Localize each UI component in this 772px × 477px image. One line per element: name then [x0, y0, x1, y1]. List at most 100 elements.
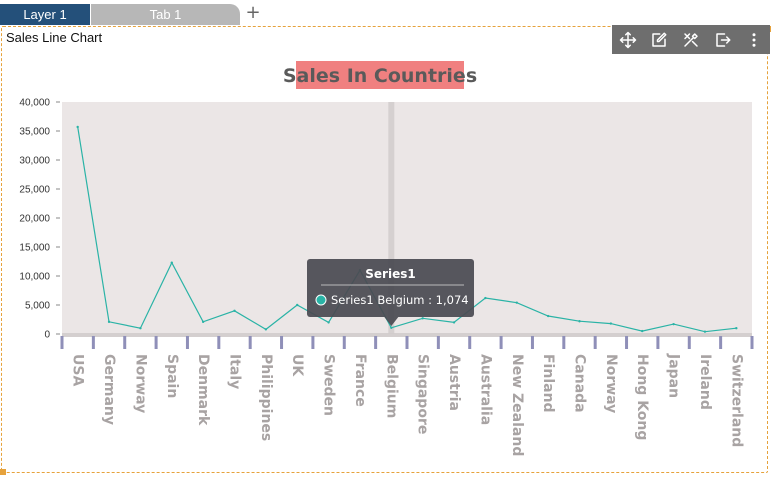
x-tick-mark: [91, 336, 95, 349]
x-tick-label: New Zealand: [509, 354, 525, 456]
x-tick-mark: [280, 336, 284, 349]
x-tick-mark: [719, 336, 723, 349]
move-button[interactable]: [617, 29, 639, 51]
data-point: [452, 321, 456, 324]
y-tick-label: 5,000: [25, 301, 50, 312]
y-tick-label: 15,000: [19, 243, 50, 254]
data-point: [484, 296, 487, 300]
tab-bar: Layer 1 Tab 1 +: [0, 0, 772, 26]
x-tick-label: France: [352, 354, 368, 407]
x-tick-mark: [248, 336, 252, 349]
series-line: [77, 126, 737, 333]
x-tick-label: Denmark: [195, 354, 211, 426]
x-tick-mark: [154, 336, 158, 349]
y-tick-label: 25,000: [19, 185, 50, 196]
x-tick-label: Austria: [446, 354, 462, 411]
more-icon: [752, 32, 756, 47]
tooltip-series-marker: [315, 294, 327, 306]
x-tick-mark: [123, 336, 127, 349]
data-point: [515, 301, 518, 304]
data-point: [609, 322, 613, 325]
tab-1[interactable]: Tab 1: [91, 4, 240, 25]
x-tick-mark: [436, 336, 440, 349]
line-chart: Sales In Countries 0 5,000 10,000 15,000 20,…: [19, 61, 754, 456]
x-tick-label: Hong Kong: [634, 354, 650, 440]
x-tick-mark: [562, 336, 566, 349]
x-tick-mark: [625, 336, 629, 349]
resize-handle[interactable]: [0, 469, 6, 475]
x-tick-mark: [405, 336, 409, 349]
x-tick-label: Italy: [227, 354, 243, 389]
data-point: [296, 303, 299, 307]
x-tick-label: Australia: [477, 354, 493, 425]
x-tick-label: Switzerland: [728, 354, 744, 447]
tooltip-layer: Series1 Series1 Belgium : 1,074: [307, 259, 474, 326]
widget-toolbar: [612, 25, 770, 54]
tooltip-text: Series1 Belgium : 1,074: [331, 293, 469, 307]
x-tick-label: Belgium: [383, 354, 399, 418]
tools-icon: [684, 32, 698, 47]
data-point: [139, 327, 142, 330]
x-tick-label: Norway: [603, 354, 619, 413]
x-tick-label: Ireland: [697, 354, 713, 410]
hover-guide: [388, 102, 395, 334]
x-tick-label: Finland: [540, 354, 556, 413]
data-point: [672, 322, 675, 326]
chart-title: Sales In Countries: [283, 65, 477, 87]
data-point: [233, 309, 236, 312]
x-tick-mark: [342, 336, 346, 349]
data-point: [421, 317, 424, 320]
x-tick-label: Singapore: [415, 354, 431, 434]
data-point: [546, 314, 550, 318]
x-tick-mark: [499, 336, 503, 349]
x-tick-label: UK: [289, 354, 305, 377]
y-axis: 0 5,000 10,000 15,000 20,000 25,000 30,000 35,0…: [19, 98, 60, 341]
tooltip-title: Series1: [365, 267, 415, 281]
data-point: [578, 320, 581, 323]
x-tick-mark: [185, 336, 189, 349]
x-tick-mark: [60, 336, 64, 349]
edit-button[interactable]: [648, 29, 670, 51]
y-tick-label: 30,000: [19, 156, 50, 167]
x-tick-mark: [656, 336, 660, 349]
export-button[interactable]: [712, 29, 734, 51]
data-point: [76, 125, 79, 129]
widget-title: Sales Line Chart: [6, 30, 103, 45]
x-tick-mark: [217, 336, 221, 349]
x-axis: USA Germany Norway Spain Denmark Italy Philipp…: [60, 336, 754, 456]
x-tick-label: Germany: [101, 354, 117, 425]
tooltip-pointer: [384, 317, 399, 326]
data-point: [390, 326, 393, 329]
y-tick-label: 40,000: [19, 98, 50, 109]
settings-button[interactable]: [680, 29, 702, 51]
x-tick-mark: [593, 336, 597, 349]
tab-layer-1[interactable]: Layer 1: [0, 4, 90, 25]
y-tick-label: 10,000: [19, 272, 50, 283]
more-button[interactable]: [743, 29, 765, 51]
x-tick-mark: [311, 336, 315, 349]
x-tick-mark: [374, 336, 378, 349]
data-point: [264, 328, 268, 331]
data-point: [703, 330, 707, 333]
x-tick-mark: [687, 336, 691, 349]
x-tick-mark: [530, 336, 534, 349]
move-icon: [619, 31, 637, 48]
export-icon: [715, 32, 731, 47]
y-tick-label: 0: [44, 330, 50, 341]
x-tick-label: Sweden: [321, 354, 337, 416]
x-tick-mark: [750, 336, 754, 349]
data-point: [641, 329, 644, 333]
data-point: [170, 261, 173, 264]
chart-title-background: [296, 61, 464, 89]
data-point: [107, 320, 111, 324]
baseline-band: [62, 333, 752, 337]
x-tick-label: Norway: [132, 354, 148, 413]
x-tick-mark: [468, 336, 472, 349]
x-tick-label: Spain: [164, 354, 180, 398]
data-point: [201, 320, 205, 324]
x-tick-label: Japan: [666, 353, 682, 398]
x-tick-label: Canada: [572, 354, 588, 413]
add-tab-button[interactable]: +: [245, 2, 261, 23]
data-point: [735, 327, 738, 330]
tooltip-box: [307, 259, 474, 317]
